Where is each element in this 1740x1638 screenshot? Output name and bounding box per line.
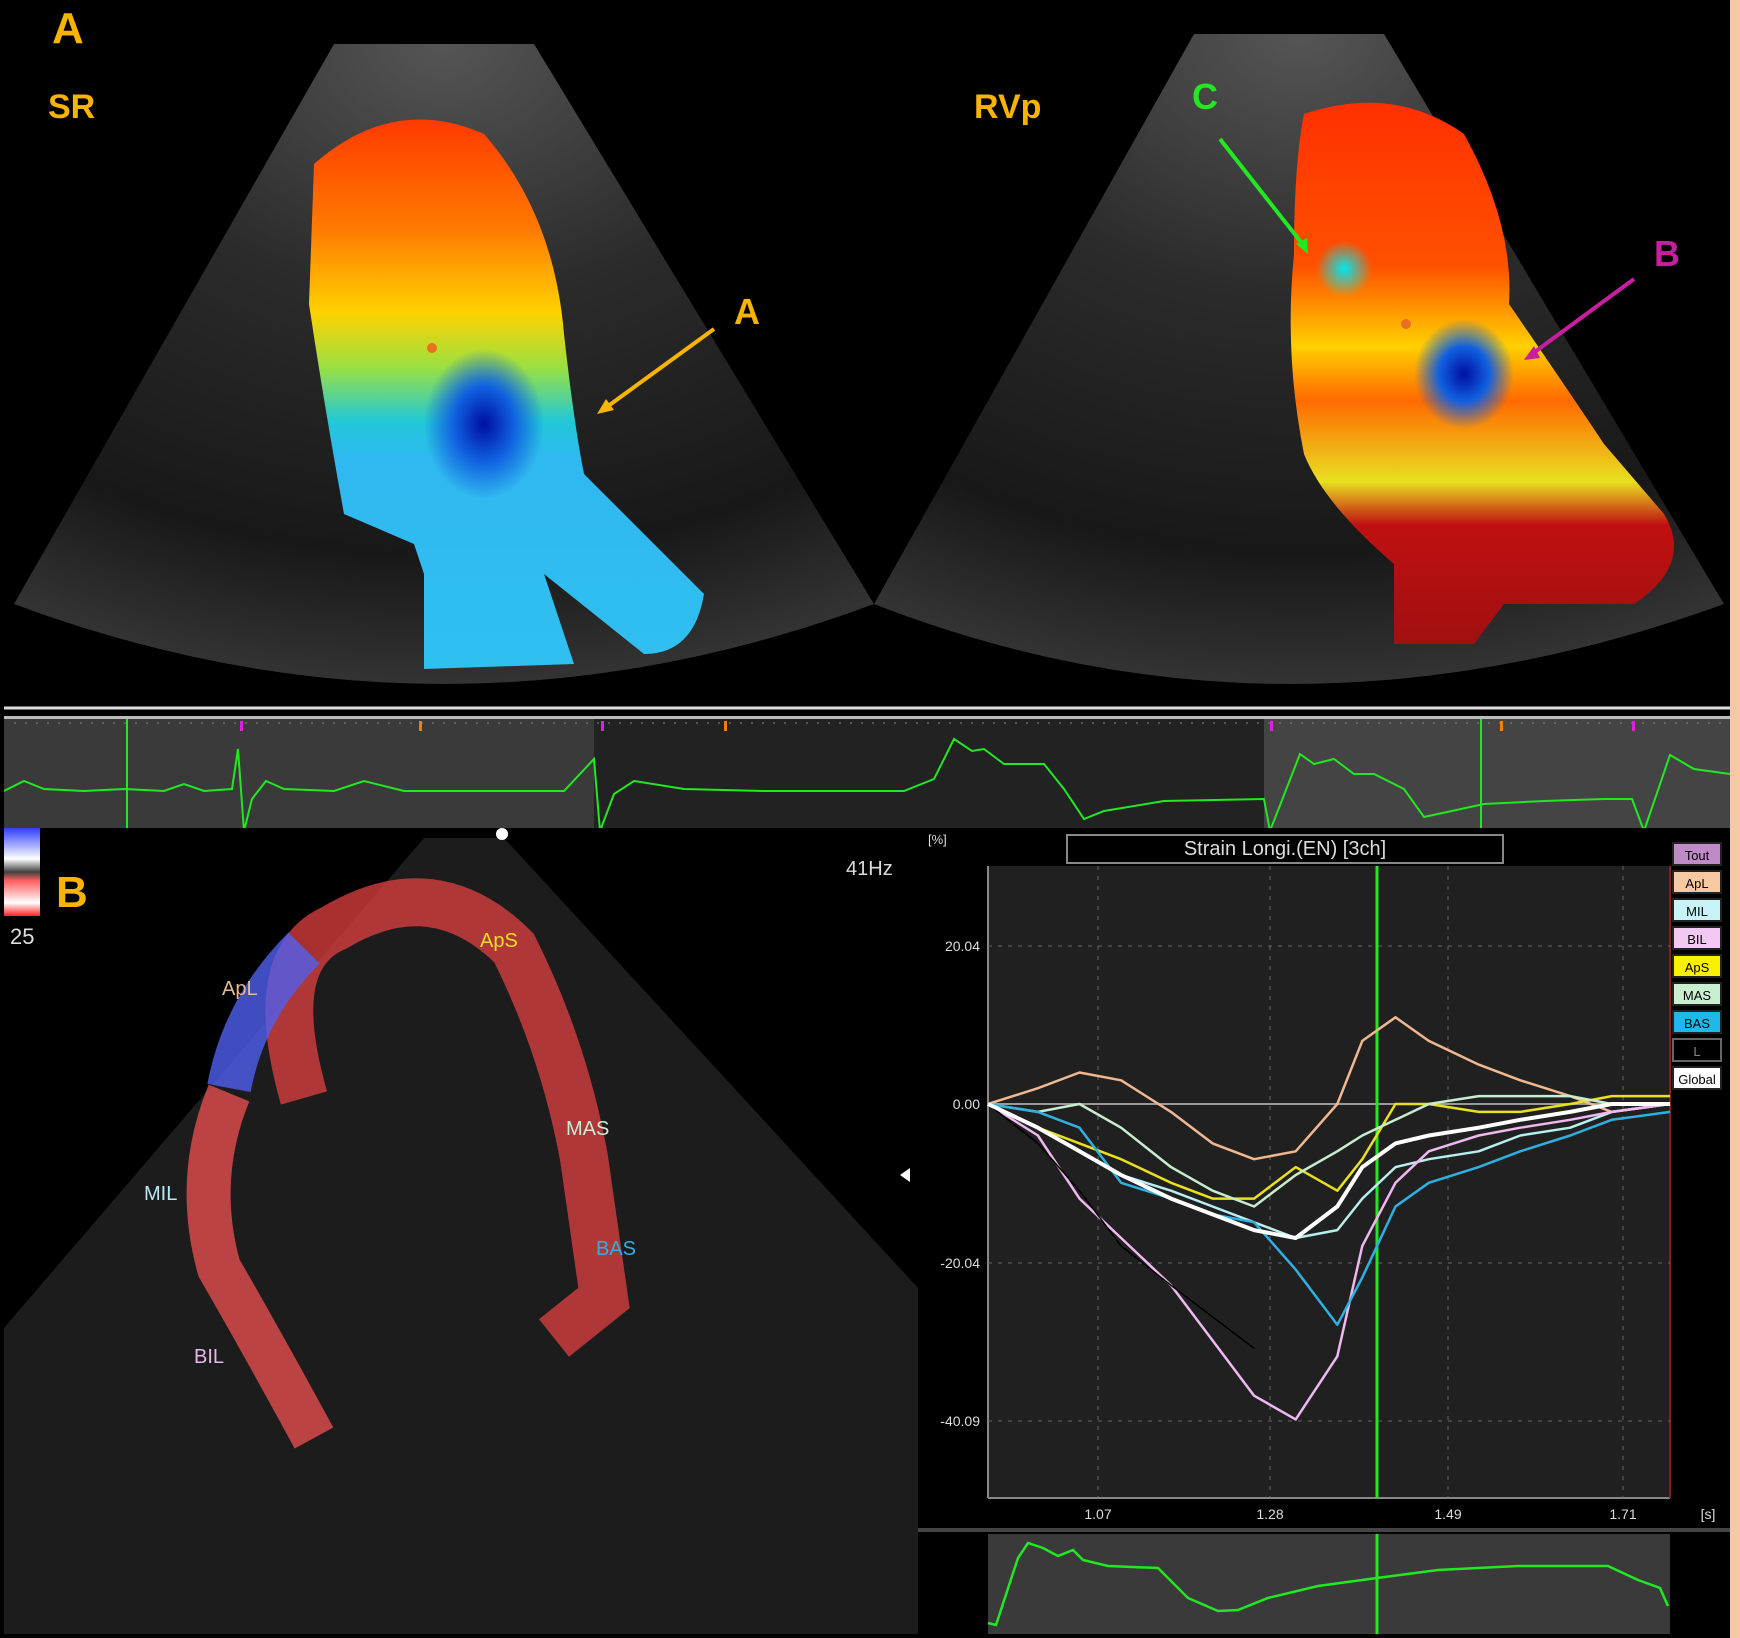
annotation-a: A [734, 291, 760, 332]
echo-image-bottom [4, 828, 918, 1634]
frame-rate: 41Hz [846, 858, 893, 880]
color-scale-bar [4, 828, 40, 916]
legend-button-apl[interactable]: ApL [1672, 870, 1722, 894]
legend-button-bas[interactable]: BAS [1672, 1010, 1722, 1034]
svg-text:1.28: 1.28 [1256, 1506, 1283, 1522]
echo-images-top: A C B [4, 34, 1730, 710]
svg-text:1.49: 1.49 [1434, 1506, 1461, 1522]
depth-marker-icon [900, 1168, 910, 1182]
segment-label-mil: MIL [144, 1183, 178, 1205]
segment-label-bas: BAS [596, 1238, 637, 1260]
panel-a-label: A [52, 4, 84, 53]
segment-label-mas: MAS [566, 1118, 610, 1140]
panel-a-vector-flow: A SR RVp A [4, 4, 1730, 716]
strain-band-lateral [186, 1084, 334, 1449]
arrow-c-head [1296, 238, 1308, 254]
svg-text:20.04: 20.04 [945, 938, 980, 954]
series-line-aps [987, 1094, 1670, 1200]
svg-text:-20.04: -20.04 [940, 1255, 980, 1271]
svg-text:1.07: 1.07 [1084, 1506, 1111, 1522]
legend-button-global[interactable]: Global [1672, 1066, 1722, 1090]
legend-button-mas[interactable]: MAS [1672, 982, 1722, 1006]
svg-text:-40.09: -40.09 [940, 1413, 980, 1429]
rvp-view-label: RVp [974, 88, 1042, 126]
rvp-center-dot [1401, 319, 1411, 329]
series-line-global [987, 1102, 1670, 1240]
series-line-apl [987, 1016, 1671, 1161]
annotation-c: C [1192, 76, 1218, 117]
segment-label-apl: ApL [222, 978, 258, 1000]
svg-text:0.00: 0.00 [953, 1096, 980, 1112]
legend-button-tout[interactable]: Tout [1672, 842, 1722, 866]
series-line-bil [987, 1102, 1671, 1421]
bottom-echo-sector [4, 838, 918, 1634]
arrow-a-head [597, 399, 614, 414]
series-line-bas [987, 1102, 1671, 1327]
legend-button-l[interactable]: L [1672, 1038, 1722, 1062]
plot-area [988, 866, 1670, 1498]
y-tick-labels: 20.04 0.00 -20.04 -40.09 [940, 938, 980, 1429]
series-line-mas [987, 1094, 1670, 1208]
chart-title: Strain Longi.(EN) [3ch] [1066, 834, 1504, 864]
strain-band-apl [207, 932, 320, 1093]
legend-button-bil[interactable]: BIL [1672, 926, 1722, 950]
arrow-a [602, 327, 716, 411]
segment-label-bil: BIL [194, 1346, 225, 1368]
ecg-trace-bottom [987, 1541, 1670, 1627]
sr-vortex [424, 349, 544, 499]
svg-text:1.71: 1.71 [1609, 1506, 1636, 1522]
ecg-trace-top [4, 719, 1730, 831]
panel-b-label: B [56, 868, 88, 917]
legend-button-aps[interactable]: ApS [1672, 954, 1722, 978]
arrow-b [1530, 277, 1636, 356]
arrow-b-head [1524, 346, 1540, 360]
annotation-b: B [1654, 233, 1680, 274]
panel-b-echo: B 25 41Hz ApL MIL BIL ApS MAS BAS [4, 828, 918, 1634]
arrow-c [1218, 137, 1306, 248]
strain-chart: 20.04 0.00 -20.04 -40.09 1.07 1.28 1.49 … [918, 866, 1730, 1634]
ecg-strip-top[interactable] [4, 716, 1730, 831]
y-unit-label: [%] [928, 832, 947, 847]
legend-button-mil[interactable]: MIL [1672, 898, 1722, 922]
x-unit-label: [s] [1701, 1506, 1716, 1522]
sr-center-dot [427, 343, 437, 353]
x-tick-labels: 1.07 1.28 1.49 1.71 [s] [1084, 1506, 1715, 1522]
sr-view-label: SR [48, 88, 96, 126]
color-scale-value: 25 [10, 924, 35, 949]
figure-right-border [1730, 0, 1740, 1638]
segment-label-aps: ApS [480, 930, 518, 952]
probe-marker [496, 828, 508, 840]
rvp-vortex-b [1414, 319, 1514, 429]
rvp-vortex-c [1316, 241, 1372, 297]
series-line-l [987, 1103, 1255, 1349]
